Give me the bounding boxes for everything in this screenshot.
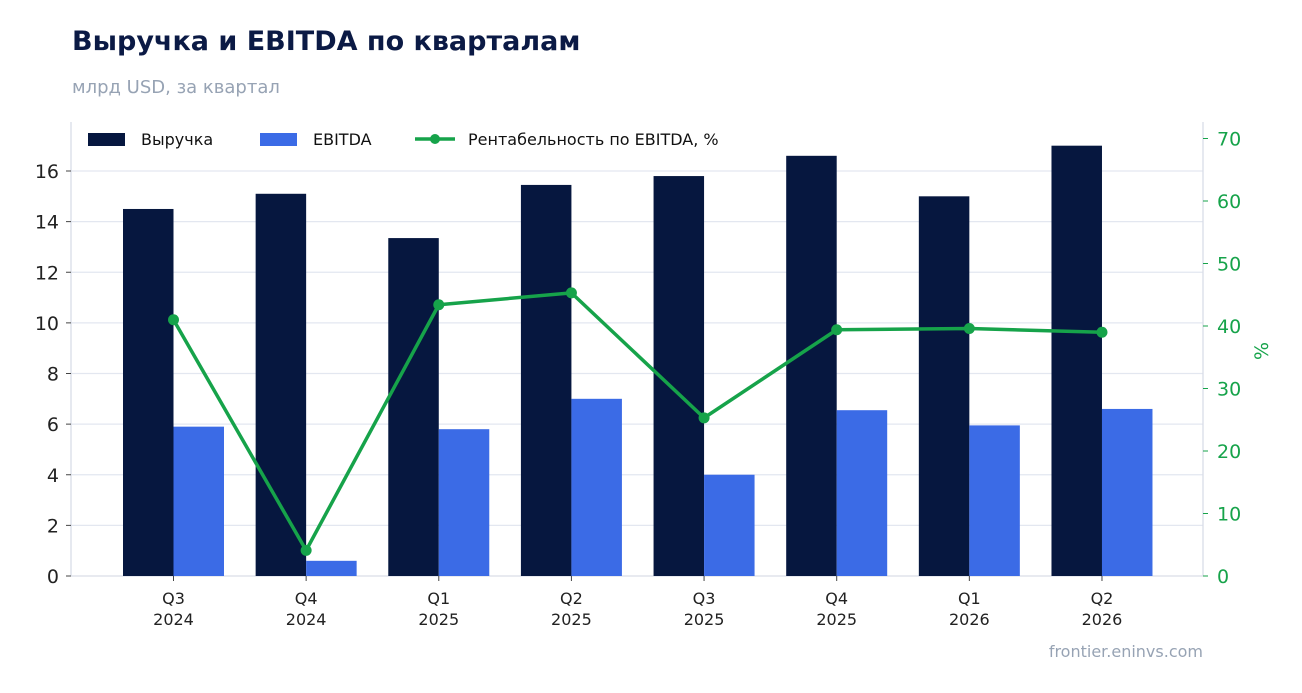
y-right-axis-label: % [1251,342,1273,360]
x-tick-label-quarter: Q1 [427,589,450,608]
y-right-tick-label: 60 [1217,191,1241,213]
y-right-tick-label: 30 [1217,379,1241,401]
revenue-bar [786,155,837,576]
y-left-tick-label: 12 [35,262,59,284]
y-right-tick-label: 20 [1217,441,1241,463]
ebitda-bar [571,398,622,576]
x-tick-label-quarter: Q3 [693,589,716,608]
revenue-bar [1051,145,1102,576]
ebitda-bar [969,425,1020,576]
margin-point [433,299,445,311]
revenue-bar [123,208,174,576]
x-tick-label-year: 2026 [1082,610,1123,629]
y-left-tick-label: 8 [47,364,59,386]
source-credit: frontier.eninvs.com [1048,642,1203,661]
ebitda-bar [1101,408,1153,576]
ebitda-bar [704,474,755,576]
ebitda-bar [836,410,888,576]
x-tick-label-quarter: Q2 [560,589,583,608]
legend-swatch-ebitda [260,133,297,146]
margin-point [831,324,843,336]
y-right-tick-label: 70 [1217,129,1241,151]
y-left-tick-label: 10 [35,313,59,335]
x-tick-label-year: 2024 [153,610,194,629]
legend-label-revenue: Выручка [141,130,213,149]
margin-point [565,287,577,299]
y-right-tick-label: 50 [1217,254,1241,276]
y-left-tick-label: 0 [47,566,59,588]
x-tick-label-year: 2025 [684,610,725,629]
chart-subtitle: млрд USD, за квартал [72,77,280,98]
y-left-tick-label: 4 [47,465,59,487]
revenue-bar [918,196,970,576]
y-right-tick-label: 0 [1217,566,1229,588]
y-left-tick-label: 14 [35,212,59,234]
y-left-tick-label: 6 [47,414,59,436]
revenue-bar [388,238,439,576]
x-tick-label-quarter: Q1 [958,589,981,608]
margin-point [963,323,975,334]
margin-point [300,544,312,556]
x-tick-label-quarter: Q4 [825,589,848,608]
x-tick-label-quarter: Q4 [295,589,318,608]
chart-title: Выручка и EBITDA по кварталам [72,26,581,57]
x-tick-label-year: 2025 [418,610,459,629]
legend-label-margin: Рентабельность по EBITDA, % [468,130,719,149]
margin-point [168,314,179,326]
x-tick-label-year: 2025 [816,610,857,629]
x-tick-label-year: 2025 [551,610,592,629]
legend-marker-margin [430,134,440,144]
revenue-bar [255,193,307,576]
legend-swatch-revenue [88,133,125,146]
legend-label-ebitda: EBITDA [313,130,372,149]
ebitda-bar [173,426,224,576]
y-left-tick-label: 2 [47,515,59,537]
margin-line [171,291,1103,553]
x-tick-label-quarter: Q2 [1091,589,1114,608]
y-right-tick-label: 10 [1217,504,1241,526]
margin-point [1096,326,1108,338]
x-tick-label-year: 2024 [286,610,327,629]
y-right-tick-label: 40 [1217,316,1241,338]
x-tick-label-quarter: Q3 [162,589,185,608]
ebitda-bar [306,560,357,576]
y-left-tick-label: 16 [35,161,59,183]
revenue-bar [520,184,572,576]
ebitda-bar [438,429,490,576]
x-tick-label-year: 2026 [949,610,990,629]
margin-point [698,412,710,424]
